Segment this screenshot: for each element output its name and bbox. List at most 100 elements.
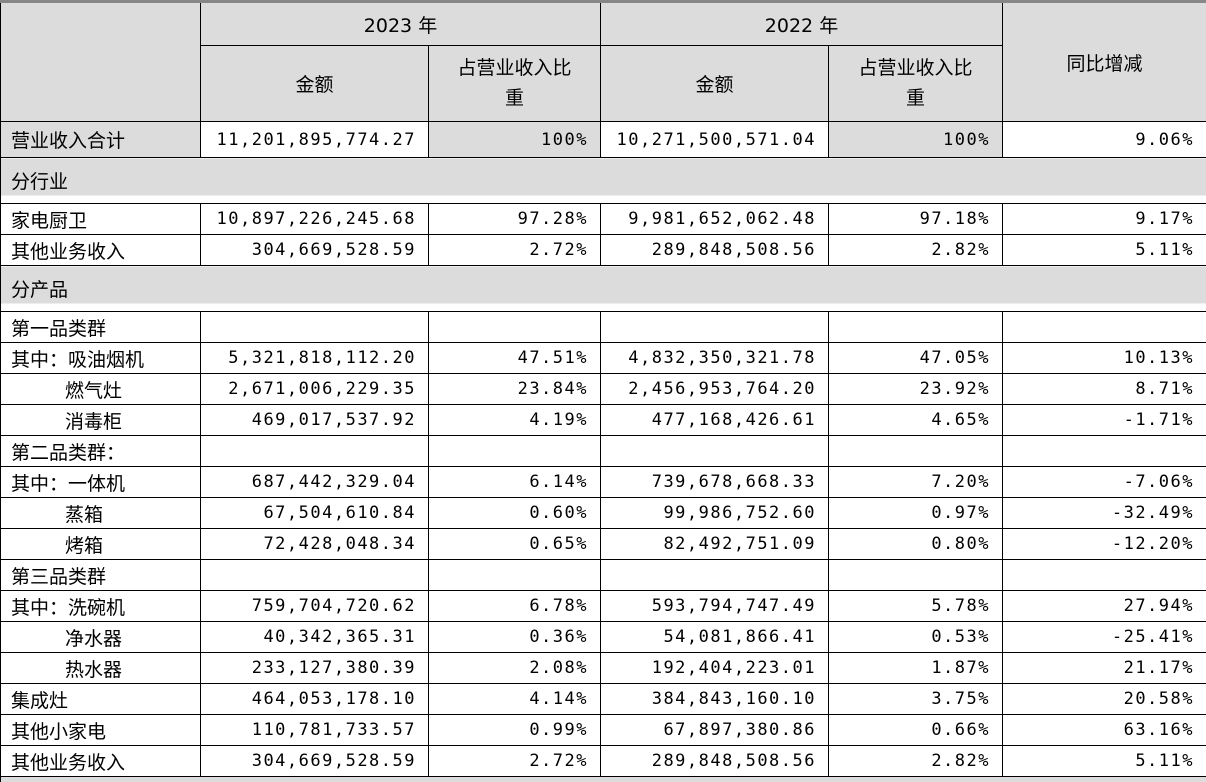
section-header-cell: 分产品 xyxy=(1,266,1206,312)
amount-2023: 304,669,528.59 xyxy=(201,746,429,777)
row-label: 其中：吸油烟机 xyxy=(1,343,201,374)
amount-2022: 477,168,426.61 xyxy=(601,405,829,436)
pct-of-revenue-2022: 97.18% xyxy=(829,204,1003,235)
pct-of-revenue-2022: 0.66% xyxy=(829,715,1003,746)
amount-2023: 10,897,226,245.68 xyxy=(201,204,429,235)
pct-of-revenue-2022: 0.97% xyxy=(829,498,1003,529)
table-row: 第三品类群 xyxy=(1,560,1206,591)
pct-of-revenue-2023 xyxy=(429,436,601,467)
amount-2022: 593,794,747.49 xyxy=(601,591,829,622)
pct-of-revenue-2023: 2.08% xyxy=(429,653,601,684)
row-label: 营业收入合计 xyxy=(1,122,201,158)
pct-of-revenue-2023: 100% xyxy=(429,122,601,158)
amount-2023: 72,428,048.34 xyxy=(201,529,429,560)
yoy-change xyxy=(1003,312,1206,343)
pct-of-revenue-2023: 23.84% xyxy=(429,374,601,405)
row-label: 其他业务收入 xyxy=(1,746,201,777)
pct-of-revenue-2022: 3.75% xyxy=(829,684,1003,715)
yoy-change: 9.17% xyxy=(1003,204,1206,235)
row-label: 其中：洗碗机 xyxy=(1,591,201,622)
yoy-change xyxy=(1003,560,1206,591)
amount-2023: 464,053,178.10 xyxy=(201,684,429,715)
amount-2022: 9,981,652,062.48 xyxy=(601,204,829,235)
pct-of-revenue-2023: 6.78% xyxy=(429,591,601,622)
pct-of-revenue-2022: 5.78% xyxy=(829,591,1003,622)
pct-of-revenue-2023: 0.36% xyxy=(429,622,601,653)
amount-2023 xyxy=(201,312,429,343)
row-label: 其中：一体机 xyxy=(1,467,201,498)
amount-2023: 67,504,610.84 xyxy=(201,498,429,529)
amount-2022: 82,492,751.09 xyxy=(601,529,829,560)
amount-2022-header: 金额 xyxy=(601,46,829,122)
pct-of-revenue-2023: 4.19% xyxy=(429,405,601,436)
pct-of-revenue-2022 xyxy=(829,312,1003,343)
pct-of-revenue-2023: 47.51% xyxy=(429,343,601,374)
yoy-change: 63.16% xyxy=(1003,715,1206,746)
amount-2023: 5,321,818,112.20 xyxy=(201,343,429,374)
amount-2023: 469,017,537.92 xyxy=(201,405,429,436)
amount-2022: 54,081,866.41 xyxy=(601,622,829,653)
pct-of-revenue-2023 xyxy=(429,312,601,343)
yoy-change: 20.58% xyxy=(1003,684,1206,715)
section-row: 分行业 xyxy=(1,158,1206,204)
next-section-strip-row xyxy=(1,777,1206,782)
pct-of-revenue-2022: 0.80% xyxy=(829,529,1003,560)
yoy-change: 9.06% xyxy=(1003,122,1206,158)
yoy-change: 10.13% xyxy=(1003,343,1206,374)
yoy-change: -25.41% xyxy=(1003,622,1206,653)
pct-of-revenue-2022: 23.92% xyxy=(829,374,1003,405)
yoy-change: 5.11% xyxy=(1003,746,1206,777)
row-label: 家电厨卫 xyxy=(1,204,201,235)
section-row: 分产品 xyxy=(1,266,1206,312)
row-label: 热水器 xyxy=(1,653,201,684)
corner-cell xyxy=(1,2,201,122)
yoy-change: -12.20% xyxy=(1003,529,1206,560)
year-2022-header: 2022 年 xyxy=(601,2,1003,46)
yoy-change: -1.71% xyxy=(1003,405,1206,436)
row-label: 其他业务收入 xyxy=(1,235,201,266)
row-label: 消毒柜 xyxy=(1,405,201,436)
pct-of-revenue-2022: 7.20% xyxy=(829,467,1003,498)
pct-of-revenue-2023: 6.14% xyxy=(429,467,601,498)
pct-of-revenue-2023: 2.72% xyxy=(429,235,601,266)
yoy-change: -7.06% xyxy=(1003,467,1206,498)
row-label: 烤箱 xyxy=(1,529,201,560)
pct-of-revenue-2023: 0.99% xyxy=(429,715,601,746)
yoy-change: 21.17% xyxy=(1003,653,1206,684)
yoy-change-header: 同比增减 xyxy=(1003,2,1206,122)
amount-2022: 4,832,350,321.78 xyxy=(601,343,829,374)
yoy-change xyxy=(1003,436,1206,467)
pct-of-revenue-2023: 0.60% xyxy=(429,498,601,529)
amount-2022: 739,678,668.33 xyxy=(601,467,829,498)
pct-of-revenue-2023-header: 占营业收入比重 xyxy=(429,46,601,122)
amount-2023: 11,201,895,774.27 xyxy=(201,122,429,158)
amount-2023: 110,781,733.57 xyxy=(201,715,429,746)
amount-2022: 10,271,500,571.04 xyxy=(601,122,829,158)
pct-of-revenue-2022: 4.65% xyxy=(829,405,1003,436)
amount-2022: 67,897,380.86 xyxy=(601,715,829,746)
pct-of-revenue-2023: 97.28% xyxy=(429,204,601,235)
row-label: 集成灶 xyxy=(1,684,201,715)
yoy-change: 27.94% xyxy=(1003,591,1206,622)
amount-2023 xyxy=(201,560,429,591)
row-label: 第二品类群： xyxy=(1,436,201,467)
table-row: 第二品类群： xyxy=(1,436,1206,467)
row-label: 净水器 xyxy=(1,622,201,653)
cutoff-section-cell xyxy=(1,777,1206,782)
amount-2023: 40,342,365.31 xyxy=(201,622,429,653)
pct-of-revenue-2022 xyxy=(829,436,1003,467)
pct-of-revenue-2022: 1.87% xyxy=(829,653,1003,684)
pct-of-revenue-2022: 2.82% xyxy=(829,746,1003,777)
row-label: 其他小家电 xyxy=(1,715,201,746)
amount-2022 xyxy=(601,436,829,467)
